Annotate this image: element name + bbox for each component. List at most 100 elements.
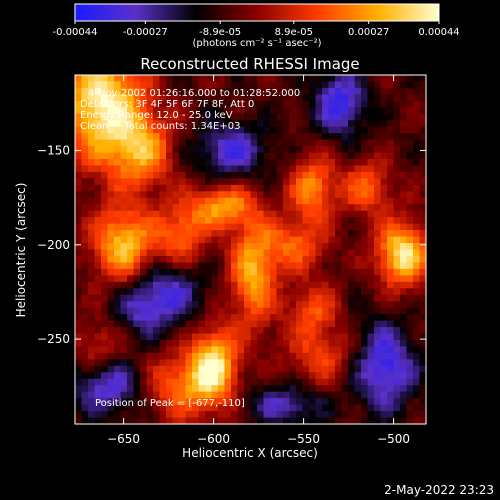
heatmap-cell	[341, 184, 349, 192]
heatmap-cell	[400, 191, 408, 199]
heatmap-cell	[211, 152, 219, 160]
heatmap-cell	[328, 288, 336, 296]
heatmap-cell	[289, 133, 297, 141]
heatmap-cell	[107, 81, 115, 89]
heatmap-cell	[205, 352, 213, 360]
heatmap-cell	[231, 372, 239, 380]
heatmap-cell	[94, 94, 102, 102]
heatmap-cell	[348, 378, 356, 386]
heatmap-cell	[419, 81, 427, 89]
heatmap-cell	[244, 75, 252, 83]
heatmap-cell	[354, 191, 362, 199]
heatmap-cell	[231, 230, 239, 238]
heatmap-cell	[283, 275, 291, 283]
heatmap-cell	[361, 314, 369, 322]
heatmap-cell	[335, 100, 343, 108]
heatmap-cell	[348, 359, 356, 367]
heatmap-cell	[179, 372, 187, 380]
heatmap-cell	[237, 294, 245, 302]
heatmap-cell	[146, 346, 154, 354]
heatmap-cell	[166, 171, 174, 180]
heatmap-cell	[263, 197, 271, 205]
heatmap-cell	[257, 178, 265, 186]
heatmap-cell	[374, 230, 382, 238]
heatmap-cell	[257, 314, 265, 322]
heatmap-cell	[211, 113, 219, 121]
heatmap-cell	[283, 204, 291, 212]
heatmap-cell	[153, 133, 161, 141]
heatmap-cell	[296, 365, 304, 373]
heatmap-cell	[328, 171, 336, 180]
heatmap-cell	[101, 404, 109, 412]
heatmap-cell	[393, 120, 401, 128]
heatmap-cell	[211, 120, 219, 128]
heatmap-cell	[257, 417, 265, 425]
heatmap-cell	[393, 113, 401, 121]
heatmap-cell	[270, 307, 278, 315]
heatmap-cell	[159, 359, 167, 367]
heatmap-cell	[354, 314, 362, 322]
heatmap-cell	[289, 314, 297, 322]
heatmap-cell	[88, 404, 96, 412]
heatmap-cell	[94, 159, 102, 167]
heatmap-cell	[302, 81, 310, 89]
heatmap-cell	[94, 146, 102, 154]
heatmap-cell	[348, 87, 356, 95]
heatmap-cell	[172, 139, 180, 147]
heatmap-cell	[289, 230, 297, 238]
heatmap-cell	[328, 314, 336, 322]
heatmap-cell	[159, 75, 167, 83]
heatmap-cell	[322, 184, 330, 192]
heatmap-cell	[322, 94, 330, 102]
heatmap-cell	[179, 191, 187, 199]
heatmap-cell	[101, 171, 109, 180]
heatmap-cell	[237, 184, 245, 192]
heatmap-cell	[322, 107, 330, 115]
heatmap-cell	[192, 346, 200, 354]
heatmap-cell	[81, 417, 89, 425]
heatmap-cell	[237, 372, 245, 380]
heatmap-cell	[179, 75, 187, 83]
heatmap-cell	[88, 333, 96, 341]
heatmap-cell	[354, 217, 362, 225]
heatmap-cell	[361, 268, 369, 276]
heatmap-cell	[211, 243, 219, 251]
heatmap-cell	[354, 365, 362, 373]
heatmap-cell	[159, 352, 167, 360]
heatmap-cell	[120, 126, 128, 134]
heatmap-cell	[406, 159, 414, 167]
heatmap-cell	[237, 171, 245, 180]
heatmap-cell	[406, 365, 414, 373]
heatmap-cell	[296, 107, 304, 115]
heatmap-cell	[335, 339, 343, 348]
heatmap-cell	[283, 288, 291, 296]
heatmap-cell	[393, 352, 401, 360]
heatmap-cell	[296, 75, 304, 83]
heatmap-cell	[302, 327, 310, 335]
heatmap-cell	[101, 184, 109, 192]
heatmap-cell	[159, 333, 167, 341]
heatmap-cell	[263, 307, 271, 315]
heatmap-cell	[179, 307, 187, 315]
heatmap-cell	[257, 126, 265, 134]
heatmap-cell	[289, 281, 297, 289]
heatmap-cell	[192, 236, 200, 244]
heatmap-cell	[107, 243, 115, 251]
heatmap-cell	[146, 152, 154, 160]
heatmap-cell	[289, 223, 297, 231]
heatmap-cell	[218, 75, 226, 83]
heatmap-cell	[341, 333, 349, 341]
heatmap-cell	[257, 204, 265, 212]
heatmap-cell	[237, 146, 245, 154]
heatmap-cell	[198, 113, 206, 121]
heatmap-cell	[218, 255, 226, 264]
heatmap-cell	[387, 327, 395, 335]
heatmap-cell	[94, 165, 102, 173]
heatmap-cell	[322, 378, 330, 386]
heatmap-cell	[192, 249, 200, 257]
heatmap-cell	[114, 87, 122, 95]
heatmap-cell	[302, 133, 310, 141]
heatmap-cell	[198, 243, 206, 251]
heatmap-cell	[413, 359, 421, 367]
heatmap-cell	[406, 339, 414, 348]
